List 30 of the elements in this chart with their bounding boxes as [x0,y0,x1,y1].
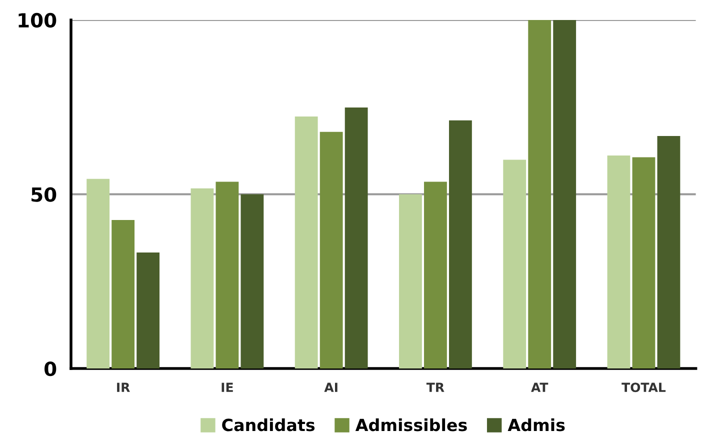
bar [553,20,576,369]
bar [424,182,447,369]
x-tick-label: TOTAL [622,382,666,392]
bar [190,188,214,369]
bar [86,178,110,369]
x-tick-label: AT [531,382,548,392]
legend-label: Admissibles [355,418,467,432]
bar [399,194,422,369]
bar [449,120,472,369]
bar [607,156,630,369]
bar [240,194,264,369]
bar [136,252,160,369]
y-tick-label: 0 [44,361,56,376]
bar [344,107,368,369]
bar [528,20,552,369]
bar [216,182,239,369]
bar [112,220,135,369]
bar [632,157,656,369]
x-tick-label: AI [324,382,338,392]
x-tick-label: IE [222,382,233,392]
bar [503,160,526,369]
bar [657,136,680,369]
y-tick-label: 100 [18,12,56,28]
x-tick-label: IR [117,382,130,392]
legend-label: Admis [508,418,565,432]
x-tick-label: TR [426,382,444,392]
bar [320,132,343,369]
y-tick-label: 50 [32,187,56,202]
bar [294,116,318,369]
legend-label: Candidats [222,418,315,432]
